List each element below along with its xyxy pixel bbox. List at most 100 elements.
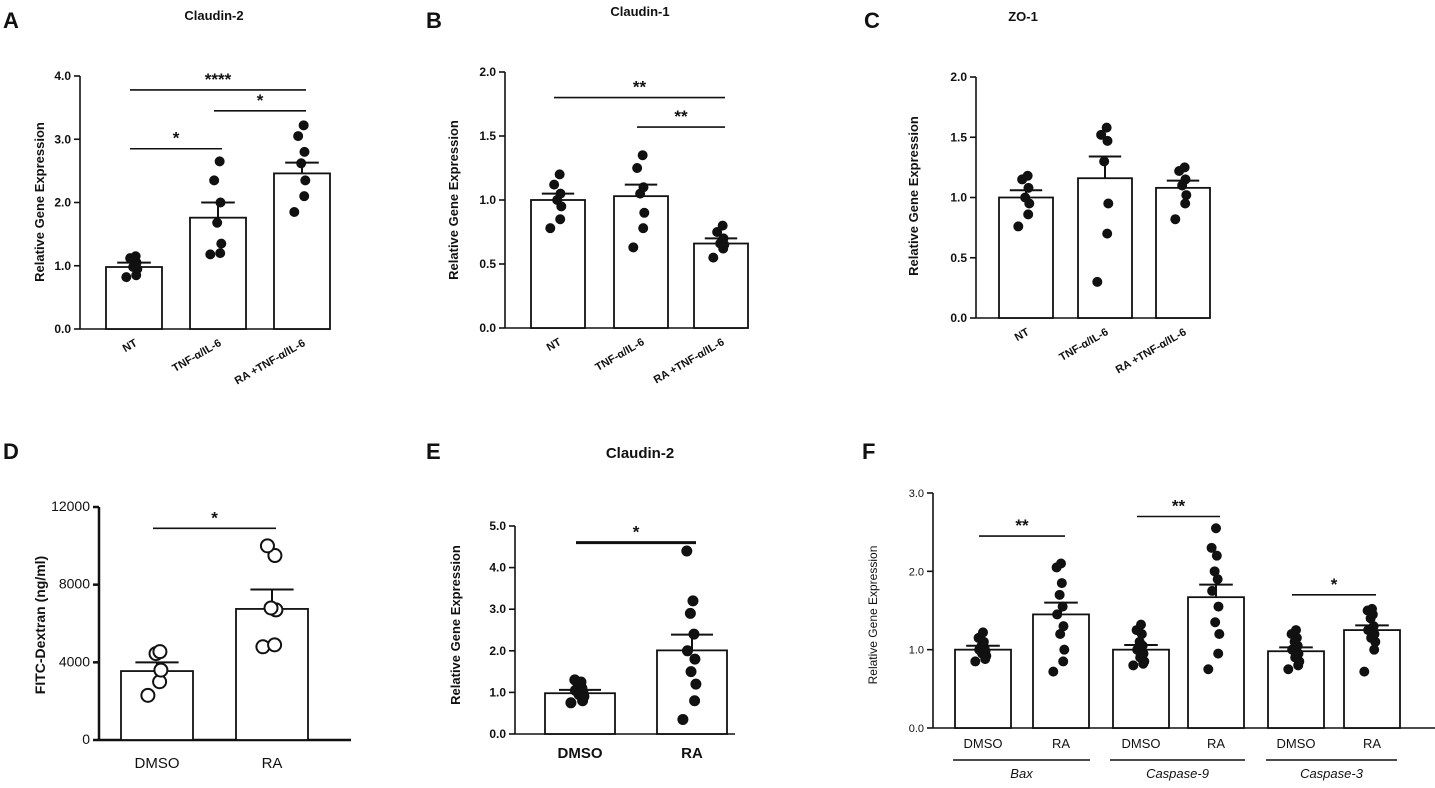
panel-b-title: Claudin-1 xyxy=(610,4,669,19)
panel-f-letter: F xyxy=(862,439,875,464)
panel-a-data-point xyxy=(121,272,132,283)
panel-e-data-point xyxy=(689,653,701,665)
panel-b-x-tick-label: TNF-α/IL-6 xyxy=(593,336,646,374)
panel-a-significance-label: * xyxy=(173,129,180,148)
panel-e-data-point xyxy=(677,713,689,725)
panel-e-y-tick-label: 3.0 xyxy=(489,602,506,616)
panel-c-data-point xyxy=(1179,162,1190,173)
panel-e-y-axis-label: Relative Gene Expression xyxy=(448,545,463,705)
panel-f-data-point xyxy=(1367,603,1377,614)
panel-a-x-tick-label: NT xyxy=(121,337,140,355)
panel-b-data-point xyxy=(639,207,650,218)
panel-a-y-tick-label: 2.0 xyxy=(54,196,71,210)
panel-b-data-point xyxy=(718,233,729,244)
panel-e-y-tick-label: 2.0 xyxy=(489,644,506,658)
panel-b-data-point xyxy=(549,179,560,190)
panel-f-group-label: Caspase-9 xyxy=(1146,766,1209,781)
panel-e-data-point xyxy=(565,697,577,709)
panel-c-x-tick-label: TNF-α/IL-6 xyxy=(1057,326,1110,364)
panel-b-y-axis-label: Relative Gene Expression xyxy=(446,120,461,280)
panel-f-data-point xyxy=(1213,601,1224,612)
panel-b-bar xyxy=(613,195,669,329)
panel-c-data-point xyxy=(1023,209,1034,220)
panel-b-data-point xyxy=(638,223,649,234)
panel-e-data-point xyxy=(569,674,581,686)
panel-f-data-point xyxy=(978,627,988,638)
panel-b-data-point xyxy=(555,214,566,225)
panel-b-data-point xyxy=(712,227,723,237)
panel-f-data-point xyxy=(1128,660,1139,671)
panel-d-y-tick-label: 8000 xyxy=(59,576,90,592)
panel-d-y-tick-label: 4000 xyxy=(59,653,90,669)
panel-d-significance-label: * xyxy=(211,508,218,527)
panel-c-letter: C xyxy=(864,8,880,33)
panel-f-data-point xyxy=(1207,585,1218,596)
panel-e-y-tick-label: 5.0 xyxy=(489,519,506,533)
panel-b-y-tick-label: 0.0 xyxy=(479,321,496,335)
panel-c-data-point xyxy=(1181,190,1192,201)
panel-f-bar xyxy=(1343,629,1401,729)
panel-d-x-tick-label: RA xyxy=(262,755,283,772)
panel-a-data-point xyxy=(299,146,310,157)
panel-e-significance-label: * xyxy=(633,523,640,542)
panel-d-y-tick-label: 12000 xyxy=(51,498,90,514)
panel-b-x-tick-label: NT xyxy=(545,336,564,354)
panel-e-data-point xyxy=(690,678,702,690)
panel-e-data-point xyxy=(688,628,700,640)
panel-c-y-tick-label: 1.5 xyxy=(950,130,967,144)
panel-e-title: Claudin-2 xyxy=(606,445,674,462)
panel-e-data-point xyxy=(684,607,696,619)
panel-c-y-tick-label: 1.0 xyxy=(950,191,967,205)
panel-c-data-point xyxy=(1020,192,1031,203)
panel-f-x-tick-label: DMSO xyxy=(1277,736,1316,751)
panel-f-data-point xyxy=(1059,644,1070,655)
panel-d-x-tick-label: DMSO xyxy=(135,755,180,772)
panel-f-data-point xyxy=(1054,589,1065,600)
panel-b-data-point xyxy=(545,223,556,234)
panel-b-data-point xyxy=(554,169,565,180)
panel-a: A Claudin-2 Relative Gene Expression 0.0 1.0… xyxy=(3,8,331,387)
panel-f-data-point xyxy=(1048,666,1059,677)
panel-a-data-point xyxy=(212,217,223,228)
panel-c-data-point xyxy=(1180,198,1191,209)
panel-e-x-tick-label: RA xyxy=(681,745,703,762)
panel-c-y-tick-label: 0.5 xyxy=(950,251,967,265)
panel-a-data-point xyxy=(299,191,310,202)
panel-c-data-point xyxy=(1103,198,1114,209)
panel-c-bar xyxy=(1077,177,1133,319)
panel-f-data-point xyxy=(1058,621,1069,632)
panel-f-x-tick-label: RA xyxy=(1052,736,1070,751)
panel-b-data-point xyxy=(717,220,728,231)
panel-f-data-point xyxy=(1056,578,1067,589)
panel-f-data-point xyxy=(1211,523,1221,534)
panel-b-data-point xyxy=(708,252,719,263)
panel-b-data-point xyxy=(637,150,648,161)
panel-e-data-point xyxy=(687,595,699,607)
panel-b-bar xyxy=(693,242,749,329)
panel-f-x-tick-label: DMSO xyxy=(964,736,1003,751)
panel-f-x-tick-label: DMSO xyxy=(1122,736,1161,751)
panel-c-data-point xyxy=(1092,276,1103,287)
panel-d-bar xyxy=(235,608,309,741)
panel-c-data-point xyxy=(1102,135,1113,146)
panel-f-data-point xyxy=(1209,566,1220,577)
panel-a-data-point xyxy=(205,249,216,260)
panel-f-significance-label: * xyxy=(1331,575,1338,594)
panel-d-data-point xyxy=(267,637,283,653)
panel-b-y-tick-label: 0.5 xyxy=(479,257,496,271)
panel-d-data-point xyxy=(153,662,169,678)
panel-e-data-point xyxy=(681,645,693,657)
panel-f-data-point xyxy=(1203,664,1214,675)
panel-f-significance-label: ** xyxy=(1015,516,1029,535)
panel-e-y-tick-label: 0.0 xyxy=(489,727,506,741)
panel-b-data-point xyxy=(628,242,639,253)
panel-f-group-label: Caspase-3 xyxy=(1300,766,1364,781)
panel-a-significance-label: **** xyxy=(205,70,232,89)
panel-a-data-point xyxy=(214,156,225,167)
panel-d-data-point xyxy=(267,548,283,564)
panel-e-y-tick-label: 4.0 xyxy=(489,561,506,575)
panel-e-x-tick-label: DMSO xyxy=(558,745,603,762)
panel-d-letter: D xyxy=(3,439,19,464)
panel-d-data-point xyxy=(152,644,168,660)
